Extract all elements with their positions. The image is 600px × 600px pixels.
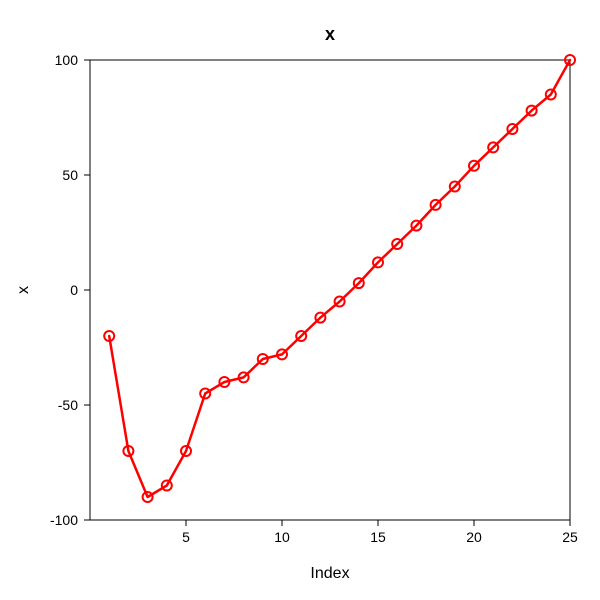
y-tick-label: 0 [70,282,78,298]
x-tick-label: 10 [274,529,290,545]
y-tick-label: 100 [55,52,79,68]
x-tick-label: 25 [562,529,578,545]
x-axis-label: Index [310,565,349,582]
x-tick-label: 15 [370,529,386,545]
x-tick-label: 5 [182,529,190,545]
chart-title: x [325,24,335,44]
x-tick-label: 20 [466,529,482,545]
y-tick-label: -50 [58,397,78,413]
line-chart: 5 10 15 20 25 -100 -50 0 50 100 Index x x [0,0,600,600]
y-axis-label: x [15,286,32,294]
y-tick-label: 50 [62,167,78,183]
y-tick-label: -100 [50,512,78,528]
